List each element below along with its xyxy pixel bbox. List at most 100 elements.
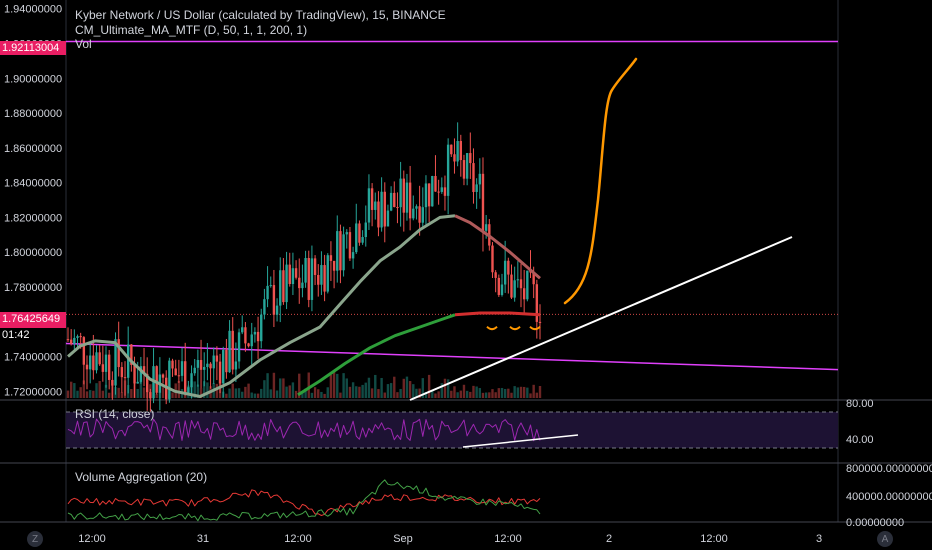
volume-bar: [434, 393, 437, 398]
vol-agg-tick: 0.00000000: [846, 517, 904, 529]
candle-body: [180, 361, 184, 376]
volume-bar: [374, 374, 377, 398]
slow-ma-red: [454, 311, 541, 317]
candle-body: [123, 377, 127, 379]
time-tick: 2: [606, 533, 612, 545]
candle-body: [494, 272, 497, 278]
candle-body: [279, 270, 282, 306]
auto-icon[interactable]: A: [877, 531, 893, 547]
volume-bar: [472, 385, 475, 398]
candle-body: [206, 363, 209, 367]
volume-label[interactable]: Vol: [75, 37, 92, 51]
candle-body: [408, 182, 412, 219]
candle-body: [386, 210, 390, 227]
candle-body: [117, 339, 120, 368]
candle-body: [288, 264, 291, 285]
candle-body: [241, 327, 244, 333]
candle-body: [193, 367, 196, 374]
volume-bar: [367, 377, 371, 398]
rsi-label[interactable]: RSI (14, close): [75, 407, 155, 421]
candle-body: [161, 374, 165, 378]
candle-body: [532, 272, 535, 285]
volume-bar: [301, 392, 304, 398]
price-tick: 1.94000000: [4, 4, 62, 16]
volume-bar: [203, 381, 206, 398]
volume-bar: [437, 391, 440, 398]
volume-bar: [497, 388, 501, 398]
projection-curve: [563, 57, 638, 305]
volume-bar: [234, 388, 238, 398]
candle-body: [120, 367, 124, 378]
volume-bar: [263, 380, 266, 398]
price-tick: 1.84000000: [4, 178, 62, 190]
candle-body: [76, 336, 79, 338]
candle-body: [107, 354, 111, 380]
volume-bar: [88, 390, 92, 398]
candle-body: [190, 373, 193, 388]
volume-bar: [339, 392, 342, 398]
volume-bar: [114, 387, 117, 398]
volume-bar: [332, 372, 336, 398]
volume-bar: [475, 386, 478, 398]
candle-body: [355, 223, 358, 253]
candle-body: [478, 173, 482, 185]
volume-bar: [117, 387, 120, 398]
candle-body: [313, 258, 317, 275]
volume-bar: [228, 388, 231, 398]
candle-body: [364, 222, 367, 238]
candle-body: [342, 234, 345, 271]
candle-body: [174, 368, 177, 376]
candle-body: [73, 337, 76, 344]
candle-body: [114, 339, 117, 386]
corner-right-label: A: [881, 533, 889, 545]
volume-bar: [326, 387, 329, 398]
candle-body: [317, 274, 320, 285]
time-tick: 12:00: [78, 533, 106, 545]
volume-bar: [130, 388, 133, 398]
volume-bar: [313, 387, 317, 398]
volume-bar: [155, 393, 158, 398]
candle-body: [412, 208, 415, 219]
auto-scale-icon[interactable]: Z: [27, 531, 43, 547]
indicator-label[interactable]: CM_Ultimate_MA_MTF (D, 50, 1, 1, 200, 1): [75, 23, 308, 37]
time-tick: Sep: [393, 533, 413, 545]
volume-bar: [532, 384, 535, 398]
candle-body: [450, 144, 453, 155]
candle-body: [228, 330, 231, 373]
volume-bar: [104, 384, 108, 398]
candle-body: [212, 355, 215, 369]
volume-bar: [507, 388, 510, 398]
candle-body: [320, 265, 323, 285]
vol-agg-tick: 800000.00000000: [846, 463, 932, 475]
volume-bar: [95, 383, 98, 398]
volume-bar: [244, 386, 247, 398]
candle-body: [383, 191, 386, 227]
candle-body: [329, 255, 333, 261]
candle-body: [513, 280, 516, 298]
volume-bar: [393, 376, 396, 398]
candle-body: [393, 192, 396, 208]
price-tick: 1.90000000: [4, 73, 62, 85]
volume-bar: [364, 382, 367, 398]
rsi-trendline: [462, 434, 579, 448]
candle-body: [85, 364, 89, 370]
volume-bar: [459, 390, 463, 398]
candle-body: [222, 349, 225, 384]
volume-bar: [345, 378, 348, 398]
candle-body: [472, 163, 475, 192]
volume-bar: [370, 388, 374, 398]
rsi-line: [67, 418, 541, 442]
candle-body: [370, 188, 374, 210]
candle-body: [234, 361, 238, 370]
volume-bar: [272, 372, 276, 398]
volume-aggregation-label[interactable]: Volume Aggregation (20): [75, 470, 208, 484]
volume-bar: [215, 383, 219, 398]
volume-bar: [145, 390, 149, 398]
candle-body: [187, 387, 190, 394]
candle-body: [345, 232, 348, 235]
candle-body: [272, 285, 276, 315]
candle-body: [142, 366, 146, 374]
candle-body: [415, 206, 418, 209]
volume-bar: [222, 391, 225, 398]
